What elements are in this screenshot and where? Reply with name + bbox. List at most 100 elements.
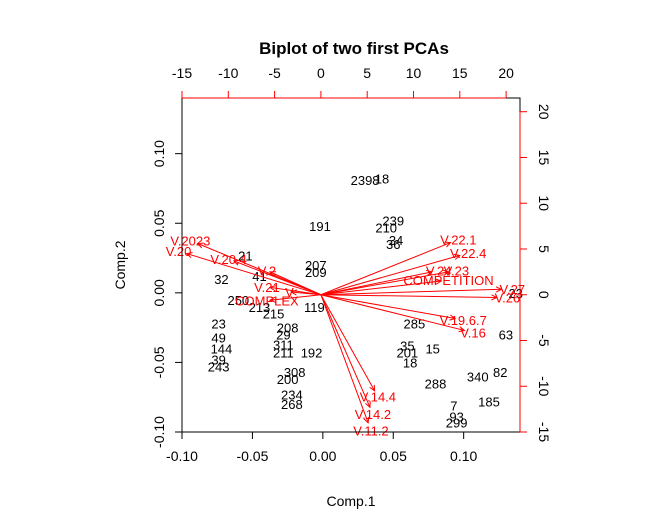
chart-title: Biplot of two first PCAs <box>259 39 449 58</box>
observation-point: 39 <box>211 353 225 368</box>
observation-point: 250 <box>227 293 249 308</box>
observation-point: 82 <box>493 365 507 380</box>
observation-point: 239 <box>382 213 404 228</box>
top-tick-label: -10 <box>218 65 238 81</box>
observation-point: 288 <box>425 376 447 391</box>
variable-label: V.20 <box>166 244 192 259</box>
variable-arrow <box>269 271 322 296</box>
variable-arrow <box>320 254 460 296</box>
observation-point: 201 <box>396 346 418 361</box>
variable-label: V.19.6.7 <box>440 313 487 328</box>
observation-point: 185 <box>478 394 500 409</box>
variable-arrowhead <box>196 242 204 249</box>
y-axis-right-arrows: -15 -10 -5 0 5 10 15 20 <box>519 104 552 442</box>
variable-arrowhead <box>185 252 193 259</box>
right-tick-label: 15 <box>536 150 552 166</box>
variable-arrowhead <box>442 269 450 276</box>
observation-point: 34 <box>389 233 403 248</box>
observation-point: 144 <box>211 342 233 357</box>
observation-point: 41 <box>252 269 266 284</box>
observation-point: 191 <box>309 219 331 234</box>
observation-point: 234 <box>281 387 303 402</box>
variable-arrowhead <box>449 314 457 321</box>
top-tick-label: 15 <box>452 65 468 81</box>
observation-point: 211 <box>273 346 294 361</box>
observation-point: 18 <box>403 355 417 370</box>
observation-point: 18 <box>375 172 389 187</box>
observation-point: 7 <box>450 399 457 414</box>
variable-label: V.21 <box>254 280 280 295</box>
variable-label: COMPETITION <box>403 273 493 288</box>
variable-arrow <box>320 294 497 298</box>
y-tick-label: 0.05 <box>151 209 167 236</box>
observation-point: 63 <box>499 328 513 343</box>
variable-arrow <box>269 286 321 296</box>
observation-point: 21 <box>238 248 252 263</box>
variable-arrow <box>320 271 433 296</box>
x-tick-label: 0.10 <box>450 448 477 464</box>
variable-arrowhead <box>444 241 452 248</box>
right-tick-label: -10 <box>536 376 552 396</box>
observation-point: 268 <box>281 397 303 412</box>
observation-point: 311 <box>273 337 294 352</box>
variable-arrow <box>320 294 371 408</box>
observation-point: 207 <box>305 258 327 273</box>
variable-label: V.27 <box>500 282 526 297</box>
observation-point: 15 <box>425 342 439 357</box>
variable-label: V.24 <box>426 263 452 278</box>
x-tick-label: 0.00 <box>309 448 336 464</box>
observation-point: 35 <box>400 339 414 354</box>
variable-arrow <box>320 294 369 424</box>
observation-point: 2398 <box>351 173 380 188</box>
observation-point: 285 <box>404 316 426 331</box>
variable-label: V <box>285 285 294 300</box>
variable-arrowhead <box>268 296 276 303</box>
variable-label: V.14.2 <box>355 407 391 422</box>
observation-point: 213 <box>249 300 271 315</box>
variable-arrowhead <box>268 285 276 292</box>
observation-point: 192 <box>301 346 323 361</box>
right-tick-label: 0 <box>536 291 552 299</box>
observation-point: 29 <box>276 328 290 343</box>
variable-label: V.16 <box>460 326 486 341</box>
variable-arrow <box>320 294 456 320</box>
variable-arrow <box>320 280 442 296</box>
observation-point: 243 <box>208 360 230 375</box>
variable-arrow <box>320 294 376 392</box>
x-axis-bottom: -0.10 -0.05 0.00 0.05 0.10 <box>166 431 478 464</box>
observation-point: 215 <box>263 307 285 322</box>
top-tick-label: 10 <box>406 65 422 81</box>
variable-arrowhead <box>495 286 503 293</box>
top-tick-label: 0 <box>317 65 325 81</box>
observation-point: 308 <box>284 365 306 380</box>
right-tick-label: 20 <box>536 104 552 120</box>
variable-label: V.20.4 <box>210 252 246 267</box>
variable-arrows: V.2023V.20V.20.4V.2COMPLEXVV.21V.22.1V.2… <box>166 232 525 438</box>
variable-label: V.2023 <box>170 233 210 248</box>
variable-arrowhead <box>453 253 461 260</box>
observation-point: 340 <box>467 369 489 384</box>
y-tick-label: -0.10 <box>151 416 167 448</box>
variable-arrowhead <box>458 326 466 333</box>
variable-arrow <box>186 253 322 296</box>
observation-point: 200 <box>277 372 299 387</box>
x-tick-label: 0.05 <box>380 448 407 464</box>
x-axis-top-arrows: -15 -10 -5 0 5 10 15 20 <box>172 65 514 99</box>
y-axis-title: Comp.2 <box>112 240 128 289</box>
top-tick-label: -15 <box>172 65 192 81</box>
observation-point: 36 <box>386 237 400 252</box>
variable-arrow <box>197 243 322 296</box>
observation-point: 32 <box>214 272 228 287</box>
variable-label: V.23 <box>444 263 470 278</box>
right-tick-label: -5 <box>536 334 552 347</box>
variable-arrow <box>320 294 465 331</box>
variable-arrowhead <box>232 259 240 266</box>
top-tick-label: 20 <box>498 65 514 81</box>
y-tick-label: 0.10 <box>151 140 167 167</box>
observation-point: 49 <box>211 330 225 345</box>
x-axis-title: Comp.1 <box>326 493 375 509</box>
observation-point: 93 <box>449 410 463 425</box>
variable-arrowhead <box>435 278 443 285</box>
